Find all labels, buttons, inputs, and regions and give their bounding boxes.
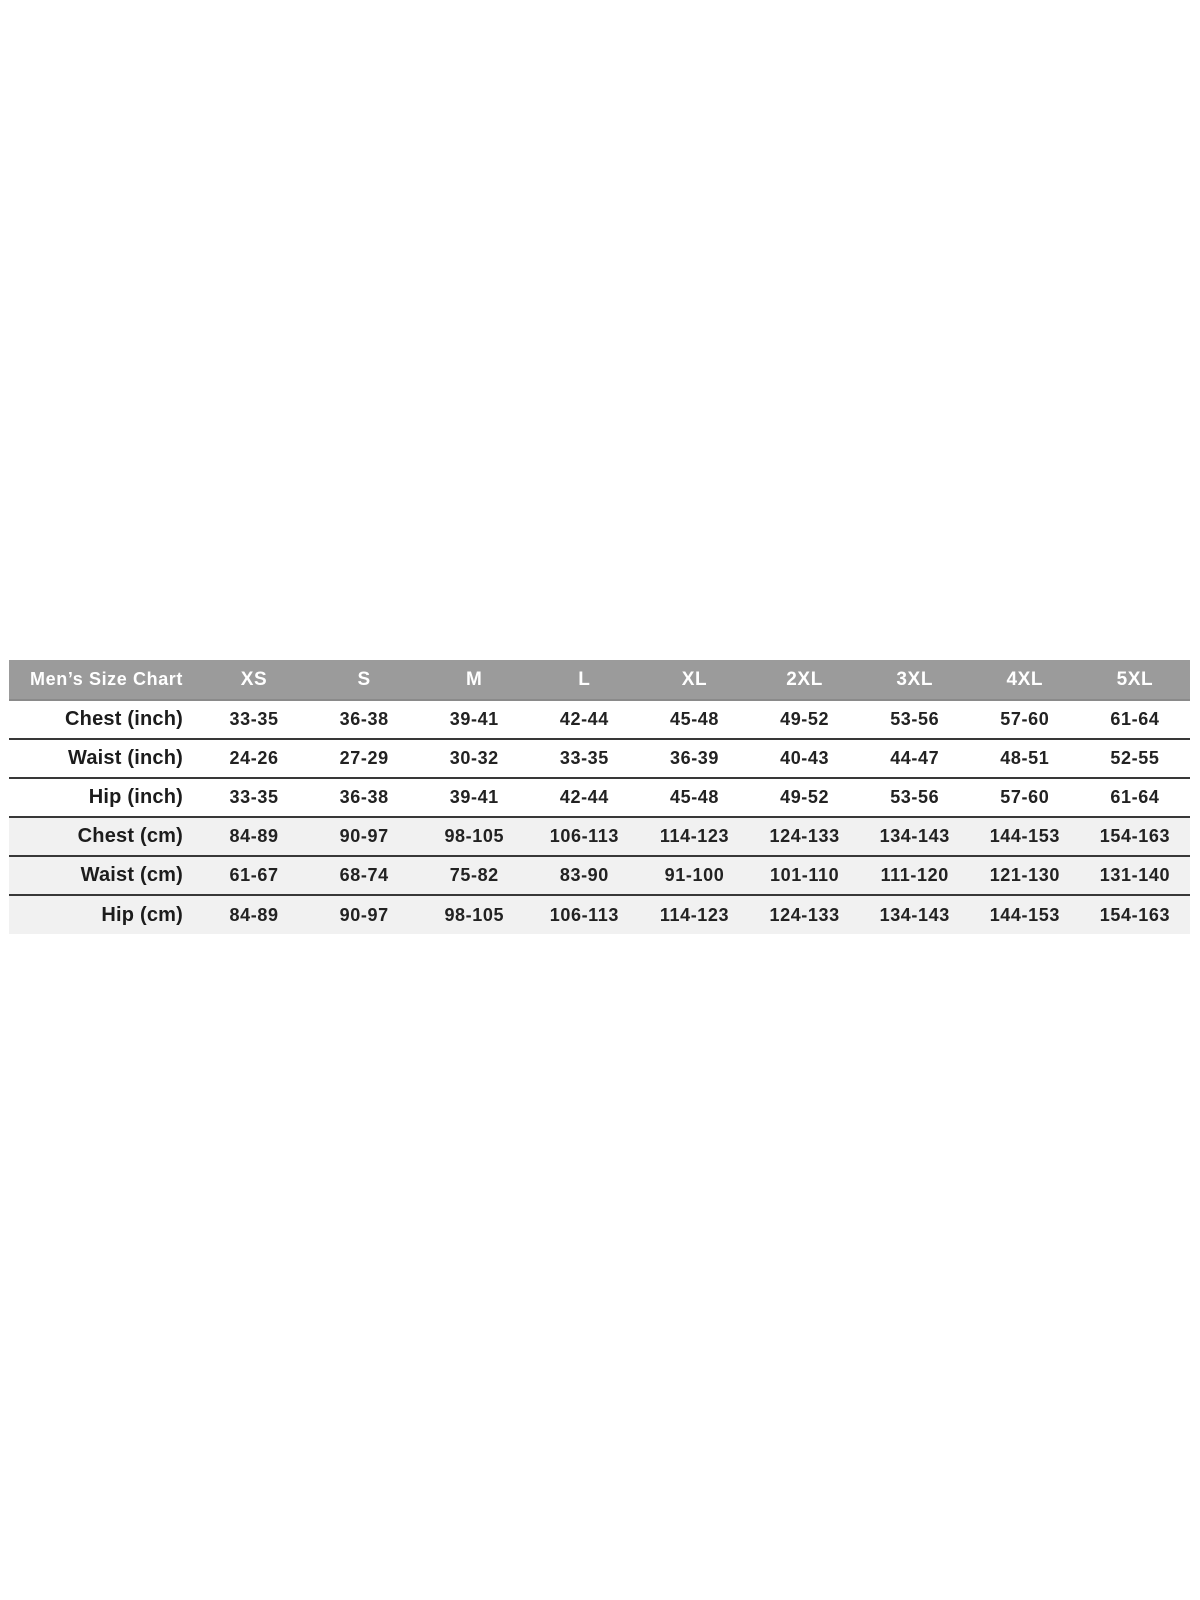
size-value-cell: 36-38	[339, 787, 389, 807]
size-value-cell: 33-35	[229, 709, 279, 729]
size-value-cell: 39-41	[449, 787, 499, 807]
table-title-cell: Men’s Size Chart	[9, 660, 199, 701]
size-value-cell: 33-35	[229, 787, 279, 807]
size-value-cell: 49-52	[780, 787, 830, 807]
size-value-cell: 124-133	[769, 826, 840, 846]
table-row: Waist (inch) 24-26 27-29 30-32 33-35 36-39 40-…	[9, 739, 1190, 778]
size-value-cell: 75-82	[449, 865, 499, 885]
size-value-cell: 131-140	[1099, 865, 1171, 885]
size-value-cell: 121-130	[989, 865, 1060, 885]
size-value-cell: 84-89	[229, 904, 279, 925]
size-value-cell: 42-44	[559, 787, 609, 807]
size-value-cell: 101-110	[769, 865, 840, 885]
size-header-l: L	[529, 660, 640, 701]
size-value-cell: 98-105	[444, 904, 505, 925]
size-value-cell: 124-133	[769, 904, 840, 925]
size-value-cell: 98-105	[444, 826, 505, 846]
size-value-cell: 61-67	[229, 865, 279, 885]
size-value-cell: 44-47	[890, 748, 940, 768]
size-value-cell: 36-39	[669, 748, 720, 768]
table-row: Chest (cm) 84-89 90-97 98-105 106-113 114-123…	[9, 817, 1190, 856]
size-header-2xl: 2XL	[749, 660, 860, 701]
size-value-cell: 106-113	[549, 826, 620, 846]
size-header-s: S	[309, 660, 420, 701]
size-value-cell: 134-143	[879, 826, 950, 846]
size-value-cell: 83-90	[559, 865, 609, 885]
size-value-cell: 45-48	[669, 787, 720, 807]
size-header-3xl: 3XL	[859, 660, 970, 701]
size-header-xs: XS	[199, 660, 310, 701]
size-value-cell: 33-35	[559, 748, 609, 768]
size-value-cell: 27-29	[339, 748, 389, 768]
header-row: Men’s Size Chart XS S M L XL 2XL 3XL 4XL 5XL	[9, 660, 1190, 701]
size-value-cell: 154-163	[1099, 826, 1171, 846]
size-value-cell: 36-38	[339, 709, 389, 729]
table-row: Chest (inch) 33-35 36-38 39-41 42-44 45-48 49-…	[9, 700, 1190, 739]
row-label: Chest (cm)	[77, 825, 183, 847]
size-header-xl: XL	[639, 660, 750, 701]
size-value-cell: 57-60	[1000, 787, 1050, 807]
row-label: Waist (cm)	[80, 864, 183, 886]
size-value-cell: 53-56	[890, 787, 940, 807]
row-label: Hip (cm)	[101, 903, 183, 926]
size-header-5xl: 5XL	[1079, 660, 1190, 701]
size-value-cell: 61-64	[1110, 787, 1160, 807]
table-row: Hip (inch) 33-35 36-38 39-41 42-44 45-48 49-52…	[9, 778, 1190, 817]
size-value-cell: 24-26	[229, 748, 279, 768]
size-value-cell: 154-163	[1099, 904, 1171, 925]
size-value-cell: 106-113	[549, 904, 620, 925]
size-value-cell: 68-74	[339, 865, 389, 885]
size-value-cell: 134-143	[879, 904, 950, 925]
table-row: Hip (cm) 84-89 90-97 98-105 106-113 114-123 12…	[9, 895, 1190, 934]
size-header-m: M	[419, 660, 530, 701]
size-value-cell: 57-60	[1000, 709, 1050, 729]
size-value-cell: 49-52	[780, 709, 830, 729]
size-value-cell: 39-41	[449, 709, 499, 729]
row-label: Hip (inch)	[88, 786, 183, 808]
size-value-cell: 90-97	[339, 826, 389, 846]
row-label: Chest (inch)	[65, 708, 183, 730]
size-value-cell: 144-153	[989, 904, 1060, 925]
size-value-cell: 42-44	[559, 709, 609, 729]
size-value-cell: 84-89	[229, 826, 279, 846]
size-value-cell: 144-153	[989, 826, 1060, 846]
row-label: Waist (inch)	[68, 747, 183, 769]
size-value-cell: 91-100	[664, 865, 725, 885]
size-value-cell: 114-123	[659, 904, 730, 925]
size-value-cell: 111-120	[880, 865, 949, 885]
size-value-cell: 114-123	[659, 826, 730, 846]
size-value-cell: 48-51	[1000, 748, 1050, 768]
table-row: Waist (cm) 61-67 68-74 75-82 83-90 91-100 101-…	[9, 856, 1190, 895]
size-value-cell: 30-32	[449, 748, 499, 768]
size-value-cell: 45-48	[669, 709, 720, 729]
mens-size-chart-table: Men’s Size Chart XS S M L XL 2XL 3XL 4XL 5XL Ches…	[9, 660, 1190, 934]
size-value-cell: 90-97	[339, 904, 389, 925]
size-value-cell: 52-55	[1110, 748, 1160, 768]
size-value-cell: 40-43	[780, 748, 830, 768]
size-header-4xl: 4XL	[969, 660, 1080, 701]
size-value-cell: 61-64	[1110, 709, 1160, 729]
size-value-cell: 53-56	[890, 709, 940, 729]
